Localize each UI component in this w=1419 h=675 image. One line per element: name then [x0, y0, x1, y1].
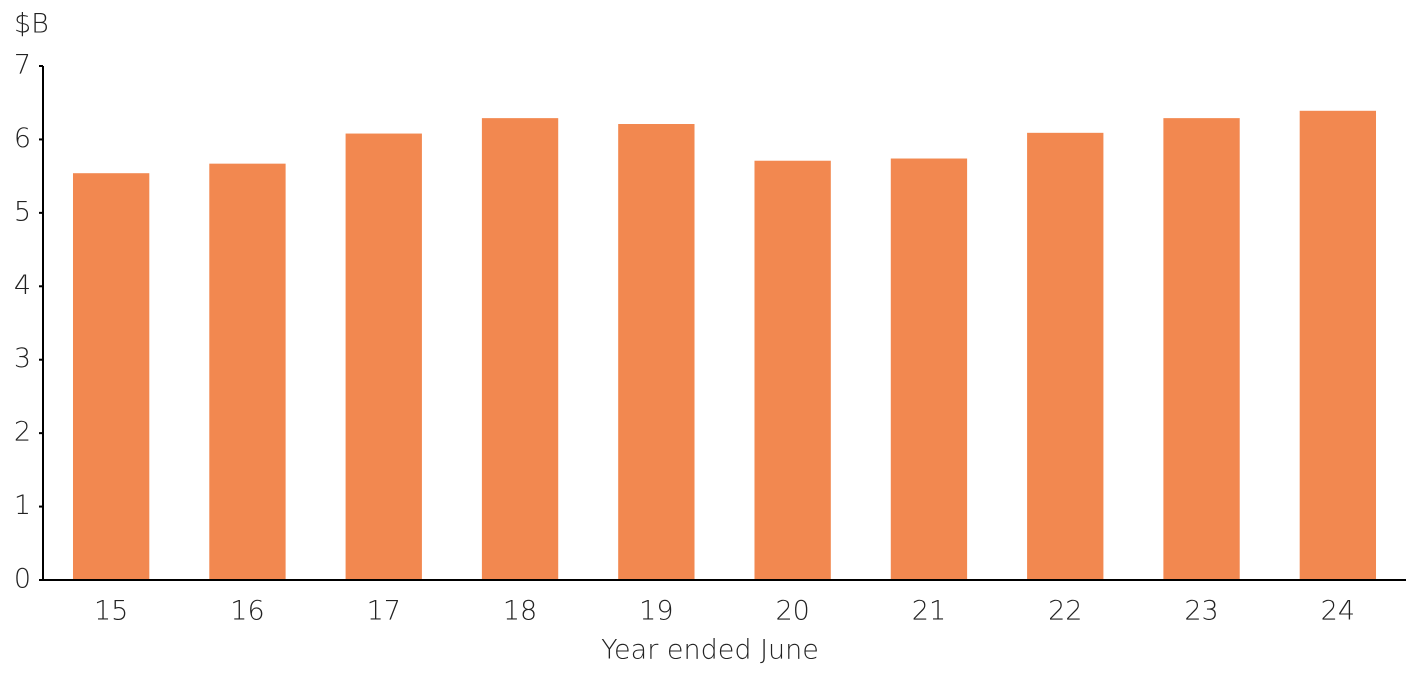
y-tick-label: 2: [14, 417, 31, 448]
bar: [1299, 110, 1377, 580]
y-unit: $B: [14, 9, 49, 40]
bar: [72, 173, 150, 580]
y-tick-label: 5: [14, 196, 31, 227]
y-tick-label: 0: [14, 564, 31, 595]
x-axis-label: Year ended June: [601, 635, 819, 666]
x-tick-label: 22: [1048, 596, 1082, 627]
y-tick-label: 6: [14, 123, 31, 154]
x-tick-label: 15: [94, 596, 128, 627]
bar: [1163, 118, 1240, 581]
y-tick-label: 3: [14, 343, 31, 374]
x-tick-label: 24: [1321, 596, 1355, 627]
y-tick-label: 7: [14, 50, 31, 81]
bar: [209, 163, 286, 580]
bar: [754, 160, 831, 581]
x-tick-label: 23: [1184, 596, 1218, 627]
bar: [618, 124, 695, 580]
x-tick-label: 21: [912, 596, 946, 627]
bar: [345, 133, 422, 580]
y-tick-label: 1: [14, 490, 31, 521]
x-tick-label: 19: [639, 596, 673, 627]
x-tick-label: 20: [775, 596, 809, 627]
bar: [1027, 132, 1104, 580]
x-tick-label: 17: [367, 596, 401, 627]
x-tick-label: 18: [503, 596, 537, 627]
bar: [890, 158, 968, 580]
y-tick-label: 4: [14, 270, 31, 301]
x-tick-label: 16: [230, 596, 264, 627]
bar: [481, 118, 559, 581]
